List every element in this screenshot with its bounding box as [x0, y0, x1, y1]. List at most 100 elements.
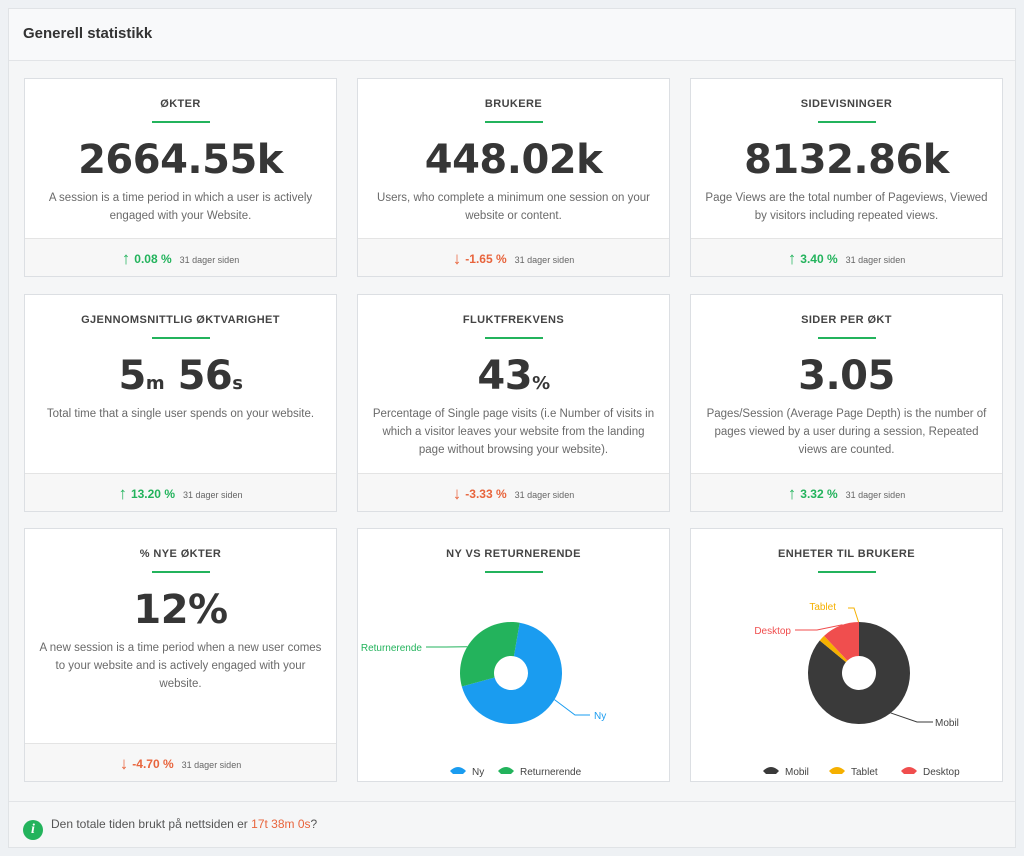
legend-swatch-returnerende[interactable] [498, 767, 514, 774]
metric-description: A session is a time period in which a us… [48, 192, 313, 222]
info-text: Den totale tiden brukt på nettsiden er [51, 817, 252, 831]
leader-line-mobil [890, 712, 933, 723]
title-underline [484, 571, 543, 573]
chart-title: NY VS RETURNERENDE [446, 548, 581, 560]
card-pages-per-session: SIDER PER ØKT 3.05 Pages/Session (Averag… [690, 294, 1003, 512]
legend-swatch-mobil[interactable] [763, 767, 779, 774]
leader-line-ny [554, 699, 590, 716]
card-title: % NYE ØKTER [139, 548, 222, 560]
bounce-value: 43 [477, 353, 533, 399]
title-underline [151, 121, 210, 123]
legend-label-tablet[interactable]: Tablet [851, 767, 878, 778]
slice-label-desktop: Desktop [754, 626, 791, 637]
time-ago: 31 dager siden [179, 255, 240, 265]
slice-returnerende[interactable] [460, 622, 520, 687]
arrow-up-icon: ↑ [118, 484, 127, 503]
title-underline [151, 337, 210, 339]
title-underline [817, 121, 876, 123]
leader-line-desktop [795, 624, 843, 631]
arrow-down-icon: ↓ [452, 484, 462, 503]
info-icon: i [23, 820, 43, 840]
slice-mobil[interactable] [808, 622, 910, 724]
title-underline [817, 571, 876, 573]
chart-title: ENHETER TIL BRUKERE [778, 548, 915, 560]
metric-description: Pages/Session (Average Page Depth) is th… [706, 408, 987, 456]
legend-swatch-tablet[interactable] [829, 767, 845, 774]
card-new-sessions: % NYE ØKTER 12% A new session is a time … [24, 528, 337, 782]
metric-value: 5m 56s [25, 353, 336, 399]
card-title: FLUKTFREKVENS [462, 314, 565, 326]
time-ago: 31 dager siden [845, 490, 906, 500]
general-statistics-panel: Generell statistikk ØKTER 2664.55k A ses… [8, 8, 1016, 848]
card-sessions: ØKTER 2664.55k A session is a time perio… [24, 78, 337, 277]
card-footer: ↓ -4.70 % 31 dager siden [25, 743, 336, 781]
arrow-up-icon: ↑ [787, 484, 797, 503]
card-pageviews: SIDEVISNINGER 8132.86k Page Views are th… [690, 78, 1003, 277]
card-title: SIDEVISNINGER [800, 98, 893, 110]
card-footer: ↑ 3.40 % 31 dager siden [691, 238, 1002, 276]
metric-description: Percentage of Single page visits (i.e Nu… [372, 408, 655, 456]
arrow-up-icon: ↑ [787, 249, 797, 268]
card-footer: ↑ 13.20 % 31 dager siden [25, 473, 336, 511]
metric-value: 448.02k [424, 137, 603, 183]
slice-label-ny: Ny [594, 711, 606, 722]
panel-title: Generell statistikk [23, 25, 153, 42]
total-time-info: i Den totale tiden brukt på nettsiden er … [9, 801, 1015, 848]
legend-label-desktop[interactable]: Desktop [923, 767, 960, 778]
card-title: SIDER PER ØKT [801, 314, 892, 326]
metric-description: Users, who complete a minimum one sessio… [377, 192, 650, 222]
metric-value: 2664.55k [78, 137, 283, 183]
minutes-unit: m [145, 373, 165, 394]
seconds-value: 56 [177, 353, 233, 399]
metric-description: A new session is a time period when a ne… [39, 642, 322, 690]
legend-swatch-ny[interactable] [450, 767, 466, 774]
card-bounce-rate: FLUKTFREKVENS 43% Percentage of Single p… [357, 294, 670, 512]
minutes-value: 5 [118, 353, 147, 399]
time-ago: 31 dager siden [514, 490, 575, 500]
title-underline [151, 571, 210, 573]
card-users: BRUKERE 448.02k Users, who complete a mi… [357, 78, 670, 277]
arrow-up-icon: ↑ [121, 249, 131, 268]
card-new-vs-returning: NY VS RETURNERENDE Ny Returnerende Ny Retur… [357, 528, 670, 782]
time-ago: 31 dager siden [181, 760, 242, 770]
panel-header: Generell statistikk [9, 9, 1015, 61]
change-percent: -3.33 % [465, 487, 507, 501]
info-suffix: ? [310, 817, 318, 831]
slice-label-mobil: Mobil [935, 718, 959, 729]
legend-label-mobil[interactable]: Mobil [785, 767, 809, 778]
card-footer: ↓ -3.33 % 31 dager siden [358, 473, 669, 511]
metric-value: 8132.86k [744, 137, 949, 183]
card-footer: ↑ 0.08 % 31 dager siden [25, 238, 336, 276]
time-ago: 31 dager siden [183, 490, 243, 500]
slice-label-tablet: Tablet [809, 602, 836, 613]
change-percent: 13.20 % [130, 487, 175, 501]
change-percent: 3.40 % [800, 252, 838, 266]
card-footer: ↑ 3.32 % 31 dager siden [691, 473, 1002, 511]
slice-tablet[interactable] [819, 635, 848, 663]
devices-donut-chart: Mobil Tablet Desktop Mobil Tablet Desktop [754, 602, 960, 778]
change-percent: -1.65 % [465, 252, 507, 266]
legend-label-ny[interactable]: Ny [472, 767, 484, 778]
title-underline [817, 337, 876, 339]
card-title: ØKTER [160, 98, 201, 110]
slice-desktop[interactable] [824, 622, 859, 661]
legend-swatch-desktop[interactable] [901, 767, 917, 774]
metric-value: 3.05 [798, 353, 895, 399]
card-title: GJENNOMSNITTLIG ØKTVARIGHET [81, 314, 280, 326]
legend-label-returnerende[interactable]: Returnerende [520, 767, 582, 778]
total-time-value: 17t 38m 0s [251, 817, 311, 831]
change-percent: -4.70 % [132, 757, 174, 771]
leader-line-tablet [848, 607, 860, 623]
card-avg-session-duration: GJENNOMSNITTLIG ØKTVARIGHET 5m 56s Total… [24, 294, 337, 512]
metric-value: 12% [133, 587, 228, 633]
metric-description: Total time that a single user spends on … [46, 408, 315, 420]
slice-ny[interactable] [461, 622, 562, 724]
card-devices: ENHETER TIL BRUKERE Mobil Tablet Desktop Mo… [690, 528, 1003, 782]
change-percent: 3.32 % [800, 487, 838, 501]
arrow-down-icon: ↓ [119, 754, 129, 773]
metric-description: Page Views are the total number of Pagev… [705, 192, 988, 222]
card-footer: ↓ -1.65 % 31 dager siden [358, 238, 669, 276]
time-ago: 31 dager siden [845, 255, 906, 265]
arrow-down-icon: ↓ [452, 249, 462, 268]
title-underline [484, 121, 543, 123]
